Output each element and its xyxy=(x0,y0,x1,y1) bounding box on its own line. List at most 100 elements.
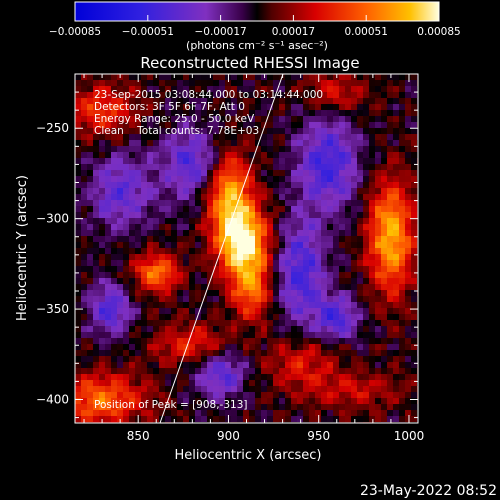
x-axis-label: Heliocentric X (arcsec) xyxy=(175,448,322,463)
heatmap-cell xyxy=(147,170,153,176)
heatmap-cell xyxy=(189,338,195,344)
heatmap-cell xyxy=(129,266,135,272)
heatmap-cell xyxy=(297,278,303,284)
heatmap-cell xyxy=(189,212,195,218)
heatmap-cell xyxy=(411,368,417,374)
heatmap-cell xyxy=(183,392,189,398)
heatmap-cell xyxy=(201,410,207,416)
heatmap-cell xyxy=(147,380,153,386)
heatmap-cell xyxy=(315,296,321,302)
heatmap-cell xyxy=(351,374,357,380)
heatmap-cell xyxy=(285,212,291,218)
heatmap-cell xyxy=(315,230,321,236)
heatmap-cell xyxy=(381,248,387,254)
heatmap-cell xyxy=(291,152,297,158)
heatmap-cell xyxy=(189,392,195,398)
heatmap-cell xyxy=(207,194,213,200)
heatmap-cell xyxy=(159,110,165,116)
heatmap-cell xyxy=(315,158,321,164)
heatmap-cell xyxy=(81,398,87,404)
heatmap-cell xyxy=(129,224,135,230)
heatmap-cell xyxy=(93,134,99,140)
heatmap-cell xyxy=(183,134,189,140)
heatmap-cell xyxy=(351,230,357,236)
heatmap-cell xyxy=(147,374,153,380)
heatmap-cell xyxy=(171,98,177,104)
heatmap-cell xyxy=(309,242,315,248)
heatmap-cell xyxy=(351,116,357,122)
heatmap-cell xyxy=(189,176,195,182)
heatmap-cell xyxy=(285,296,291,302)
heatmap-cell xyxy=(405,128,411,134)
heatmap-cell xyxy=(291,278,297,284)
heatmap-cell xyxy=(219,416,225,422)
heatmap-cell xyxy=(87,302,93,308)
heatmap-cell xyxy=(285,314,291,320)
heatmap-cell xyxy=(279,392,285,398)
heatmap-cell xyxy=(327,230,333,236)
heatmap-cell xyxy=(159,104,165,110)
heatmap-cell xyxy=(231,146,237,152)
heatmap-cell xyxy=(405,152,411,158)
heatmap-cell xyxy=(369,86,375,92)
heatmap-cell xyxy=(333,116,339,122)
heatmap-cell xyxy=(345,86,351,92)
heatmap-cell xyxy=(135,296,141,302)
heatmap-cell xyxy=(405,356,411,362)
heatmap-cell xyxy=(171,320,177,326)
heatmap-cell xyxy=(345,206,351,212)
heatmap-cell xyxy=(333,332,339,338)
heatmap-cell xyxy=(297,410,303,416)
heatmap-cell xyxy=(309,230,315,236)
heatmap-cell xyxy=(237,86,243,92)
heatmap-cell xyxy=(81,290,87,296)
heatmap-cell xyxy=(357,188,363,194)
heatmap-cell xyxy=(291,272,297,278)
heatmap-cell xyxy=(195,128,201,134)
heatmap-cell xyxy=(81,338,87,344)
heatmap-cell xyxy=(375,188,381,194)
heatmap-cell xyxy=(381,236,387,242)
heatmap-cell xyxy=(159,140,165,146)
heatmap-cell xyxy=(87,212,93,218)
heatmap-cell xyxy=(213,296,219,302)
heatmap-cell xyxy=(201,152,207,158)
heatmap-cell xyxy=(75,236,81,242)
heatmap-cell xyxy=(123,266,129,272)
heatmap-cell xyxy=(153,320,159,326)
heatmap-cell xyxy=(411,374,417,380)
heatmap-cell xyxy=(291,326,297,332)
heatmap-cell xyxy=(153,212,159,218)
heatmap-cell xyxy=(321,188,327,194)
heatmap-cell xyxy=(225,314,231,320)
heatmap-cell xyxy=(165,170,171,176)
heatmap-cell xyxy=(303,134,309,140)
heatmap-cell xyxy=(231,338,237,344)
heatmap-cell xyxy=(309,254,315,260)
heatmap-cell xyxy=(381,134,387,140)
heatmap-cell xyxy=(147,308,153,314)
heatmap-cell xyxy=(201,170,207,176)
heatmap-cell xyxy=(111,206,117,212)
heatmap-cell xyxy=(351,368,357,374)
heatmap-cell xyxy=(237,206,243,212)
heatmap-cell xyxy=(123,230,129,236)
heatmap-cell xyxy=(153,392,159,398)
heatmap-cell xyxy=(255,254,261,260)
heatmap-cell xyxy=(345,224,351,230)
heatmap-cell xyxy=(351,122,357,128)
heatmap-cell xyxy=(165,152,171,158)
heatmap-cell xyxy=(81,80,87,86)
heatmap-cell xyxy=(411,260,417,266)
heatmap-cell xyxy=(327,314,333,320)
heatmap-cell xyxy=(405,368,411,374)
heatmap-cell xyxy=(201,386,207,392)
heatmap-cell xyxy=(123,206,129,212)
heatmap-cell xyxy=(249,188,255,194)
heatmap-cell xyxy=(321,98,327,104)
heatmap-cell xyxy=(129,98,135,104)
heatmap-cell xyxy=(81,278,87,284)
heatmap-cell xyxy=(165,308,171,314)
heatmap-cell xyxy=(75,170,81,176)
heatmap-cell xyxy=(159,332,165,338)
